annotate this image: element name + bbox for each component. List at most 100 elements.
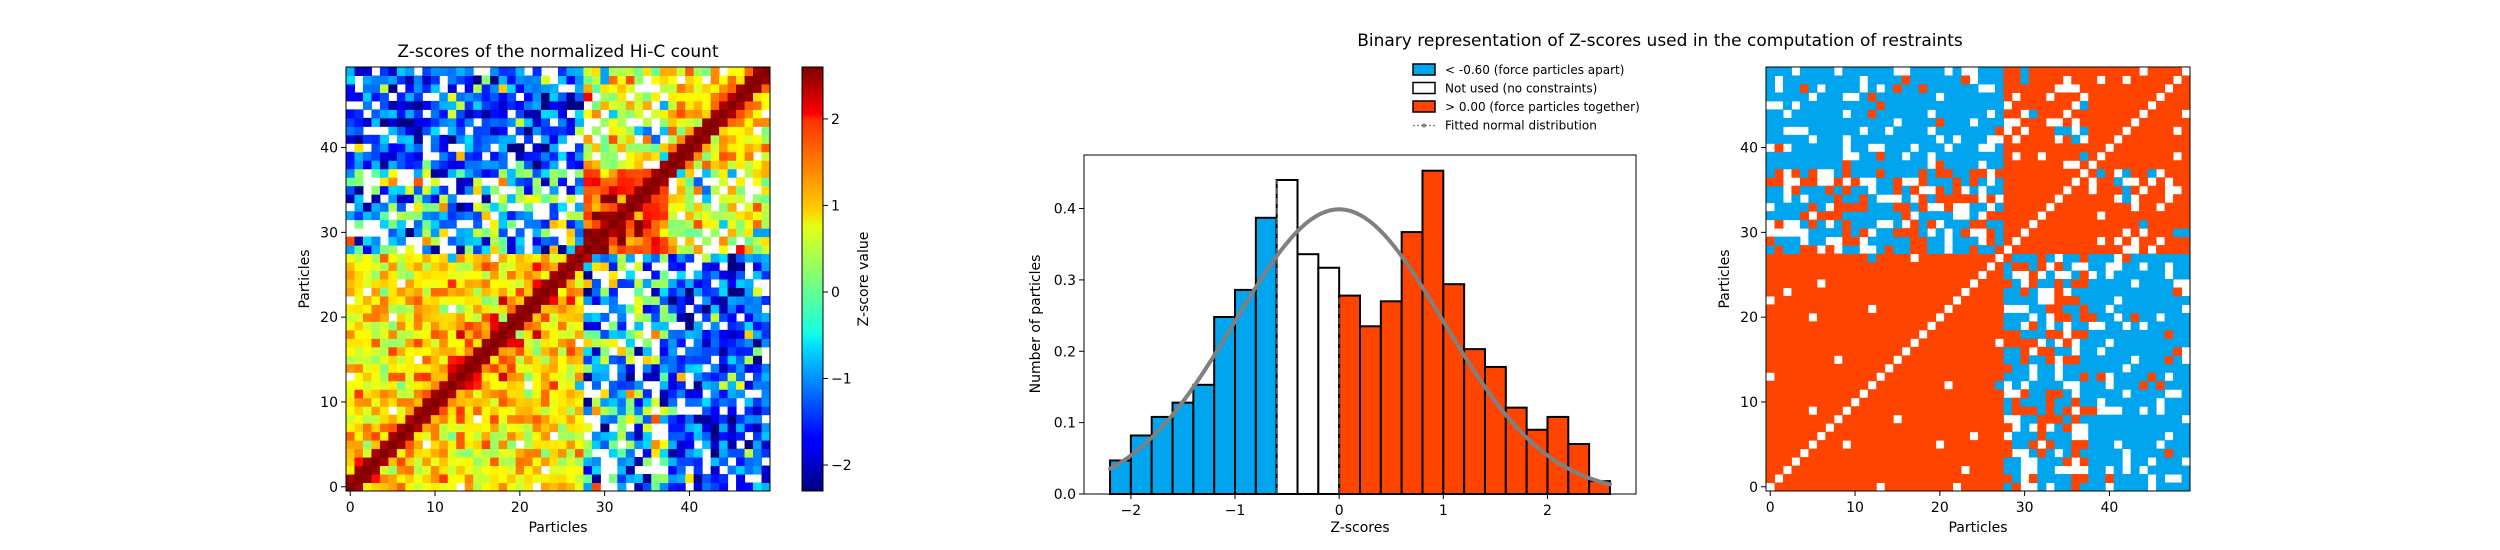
heatmap-cell bbox=[439, 465, 449, 475]
binary-heatmap-cell bbox=[1927, 134, 1937, 144]
heatmap-cell bbox=[600, 431, 610, 441]
fitted-curve-point bbox=[1533, 443, 1537, 447]
heatmap-cell bbox=[727, 440, 737, 450]
heatmap-cell bbox=[558, 465, 567, 475]
binary-heatmap-cell bbox=[2037, 372, 2047, 382]
binary-heatmap-cell bbox=[2088, 126, 2098, 136]
heatmap-cell bbox=[354, 126, 364, 136]
heatmap-cell bbox=[490, 236, 500, 246]
heatmap-cell bbox=[727, 287, 737, 297]
heatmap-cell bbox=[574, 474, 584, 484]
binary-heatmap-cell bbox=[1842, 338, 1852, 348]
heatmap-cell bbox=[719, 219, 729, 229]
heatmap-cell bbox=[702, 380, 712, 390]
heatmap-cell bbox=[456, 75, 466, 85]
binary-heatmap-cell bbox=[2105, 253, 2115, 263]
binary-heatmap-cell bbox=[1910, 185, 1920, 195]
binary-heatmap-cell bbox=[2037, 414, 2047, 424]
heatmap-cell bbox=[558, 329, 567, 339]
binary-heatmap-cell bbox=[2164, 168, 2174, 178]
heatmap-cell bbox=[753, 219, 763, 229]
heatmap-cell bbox=[685, 414, 695, 424]
heatmap-cell bbox=[608, 287, 618, 297]
binary-heatmap-cell bbox=[1893, 151, 1903, 161]
heatmap-cell bbox=[659, 194, 669, 204]
binary-heatmap-cell bbox=[1774, 389, 1784, 399]
heatmap-cell bbox=[676, 253, 686, 263]
heatmap-cell bbox=[744, 346, 754, 356]
heatmap-cell bbox=[651, 321, 661, 331]
binary-heatmap-cell bbox=[2173, 397, 2183, 407]
heatmap-cell bbox=[371, 355, 381, 365]
heatmap-cell bbox=[430, 83, 440, 93]
heatmap-cell bbox=[659, 329, 669, 339]
heatmap-cell bbox=[439, 67, 449, 76]
heatmap-cell bbox=[371, 474, 381, 484]
binary-heatmap-cell bbox=[1901, 270, 1911, 280]
heatmap-cell bbox=[396, 100, 406, 110]
binary-heatmap-cell bbox=[1825, 270, 1835, 280]
binary-heatmap-cell bbox=[2139, 100, 2149, 110]
heatmap-cell bbox=[473, 134, 483, 144]
heatmap-cell bbox=[430, 228, 440, 238]
binary-heatmap-cell bbox=[2105, 329, 2115, 339]
heatmap-cell bbox=[608, 329, 618, 339]
binary-heatmap-cell bbox=[2164, 355, 2174, 365]
binary-heatmap-cell bbox=[2139, 397, 2149, 407]
heatmap-cell bbox=[405, 372, 415, 382]
binary-heatmap-cell bbox=[1884, 228, 1894, 238]
binary-heatmap-cell bbox=[1961, 134, 1971, 144]
binary-heatmap-cell bbox=[1884, 465, 1894, 475]
heatmap-cell bbox=[447, 262, 457, 272]
heatmap-cell bbox=[549, 287, 559, 297]
binary-heatmap-cell bbox=[1884, 431, 1894, 441]
binary-heatmap-cell bbox=[2164, 109, 2174, 119]
heatmap-cell bbox=[744, 67, 754, 76]
heatmap-cell bbox=[668, 67, 678, 76]
binary-heatmap-cell bbox=[1961, 295, 1971, 305]
heatmap-cell bbox=[507, 363, 517, 373]
heatmap-cell bbox=[744, 83, 754, 93]
heatmap-cell bbox=[413, 397, 423, 407]
binary-heatmap-cell bbox=[2062, 151, 2072, 161]
heatmap-cell bbox=[354, 346, 364, 356]
binary-heatmap-cell bbox=[2088, 67, 2098, 76]
heatmap-cell bbox=[371, 202, 381, 212]
heatmap-cell bbox=[634, 482, 644, 492]
heatmap-cell bbox=[549, 83, 559, 93]
binary-heatmap-cell bbox=[1766, 355, 1775, 365]
heatmap-cell bbox=[388, 245, 398, 255]
binary-heatmap-cell bbox=[2071, 363, 2081, 373]
heatmap-cell bbox=[574, 160, 584, 170]
heatmap-cell bbox=[642, 253, 652, 263]
heatmap-cell bbox=[693, 380, 703, 390]
heatmap-cell bbox=[507, 329, 517, 339]
heatmap-cell bbox=[524, 287, 534, 297]
binary-heatmap-cell bbox=[2011, 406, 2021, 416]
binary-heatmap-cell bbox=[2079, 363, 2089, 373]
binary-heatmap-cell bbox=[1901, 253, 1911, 263]
binary-heatmap-cell bbox=[1782, 423, 1792, 433]
heatmap-cell bbox=[507, 355, 517, 365]
fitted-curve-point bbox=[1563, 465, 1567, 469]
binary-heatmap-cell bbox=[1850, 185, 1860, 195]
heatmap-cell bbox=[371, 372, 381, 382]
binary-heatmap-cell bbox=[2164, 380, 2174, 390]
binary-heatmap-cell bbox=[1884, 406, 1894, 416]
heatmap-cell bbox=[736, 482, 746, 492]
heatmap-cell bbox=[761, 295, 771, 305]
heatmap-cell bbox=[405, 228, 415, 238]
binary-heatmap-cell bbox=[2156, 100, 2166, 110]
binary-heatmap-cell bbox=[1893, 423, 1903, 433]
binary-heatmap-cell bbox=[2181, 194, 2191, 204]
binary-heatmap-cell bbox=[2079, 245, 2089, 255]
binary-heatmap-cell bbox=[1910, 92, 1920, 102]
heatmap-cell bbox=[396, 448, 406, 458]
binary-heatmap-cell bbox=[1978, 219, 1987, 229]
heatmap-cell bbox=[541, 100, 551, 110]
heatmap-cell bbox=[422, 355, 432, 365]
binary-heatmap-cell bbox=[1986, 287, 1996, 297]
heatmap-cell bbox=[405, 414, 415, 424]
binary-heatmap-cell bbox=[2105, 389, 2115, 399]
heatmap-cell bbox=[710, 109, 720, 119]
